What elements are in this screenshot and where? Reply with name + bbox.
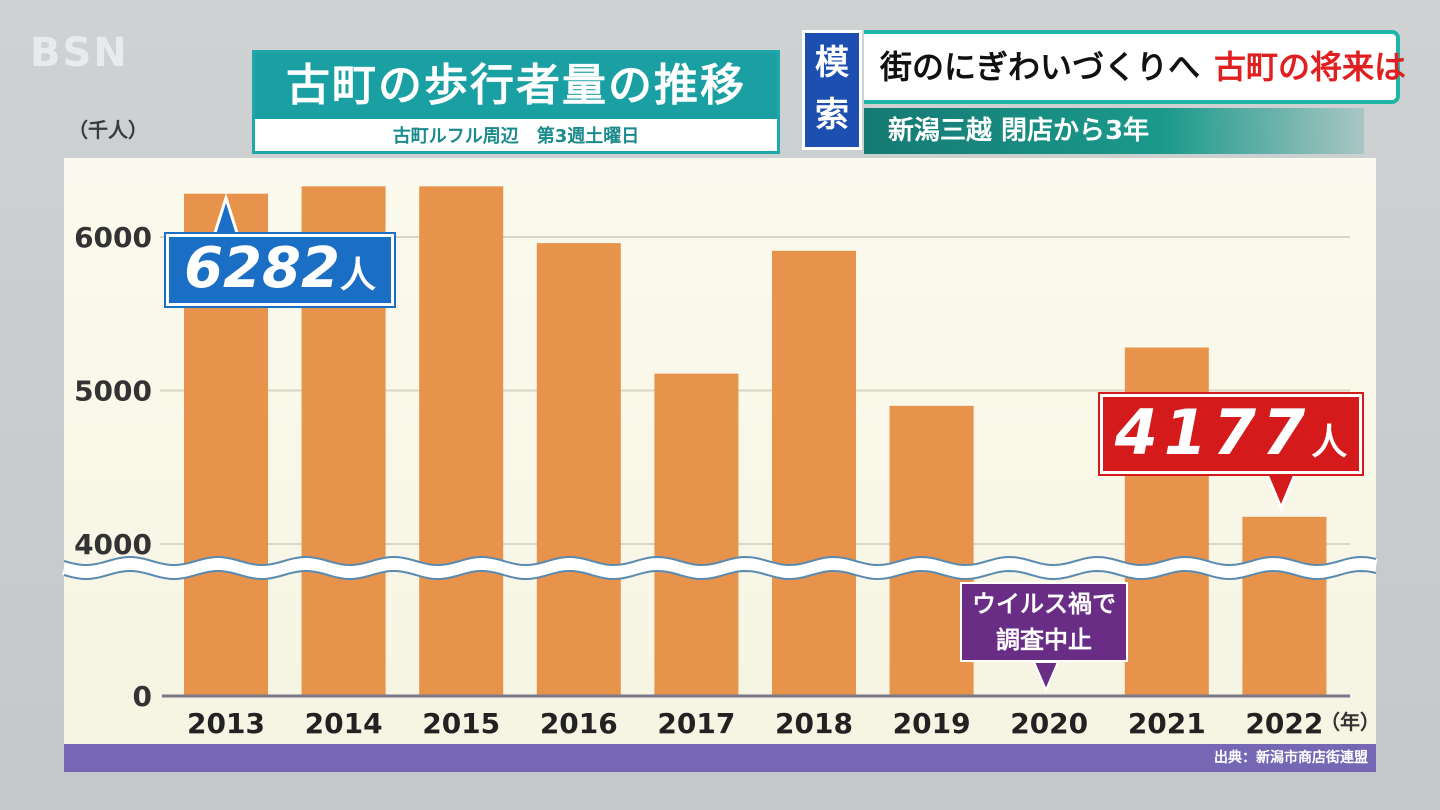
y-tick-label-6000: 6000 bbox=[74, 221, 152, 254]
source-text: 出典：新潟市商店街連盟 bbox=[1214, 750, 1368, 766]
x-tick-label-2016: 2016 bbox=[540, 707, 618, 740]
bar-2022 bbox=[1242, 516, 1327, 696]
x-tick-label-2020: 2020 bbox=[1010, 707, 1088, 740]
callout-2013-value: 6282人 bbox=[166, 234, 394, 306]
callout-2013-number: 6282 bbox=[184, 236, 340, 301]
channel-logo: BSN bbox=[30, 30, 129, 76]
callout-2013-suffix: 人 bbox=[339, 255, 376, 296]
axis-break-band bbox=[62, 556, 1378, 580]
callout-2020-note: ウイルス禍で 調査中止 bbox=[960, 582, 1128, 662]
x-axis-unit-label: （年） bbox=[1320, 710, 1380, 734]
callout-2020-line1: ウイルス禍で bbox=[972, 590, 1116, 618]
callout-2022-number: 4177 bbox=[1114, 396, 1312, 469]
banner-subline: 新潟三越 閉店から3年 bbox=[864, 108, 1364, 154]
x-tick-label-2014: 2014 bbox=[305, 707, 383, 740]
x-tick-label-2018: 2018 bbox=[775, 707, 853, 740]
y-axis-unit-label: （千人） bbox=[68, 118, 148, 142]
callout-2020-line2: 調査中止 bbox=[996, 626, 1092, 654]
callout-2020-pointer bbox=[1032, 661, 1060, 693]
x-tick-label-2019: 2019 bbox=[893, 707, 971, 740]
chart-subtitle: 古町ルフル周辺 第3週土曜日 bbox=[392, 126, 640, 147]
x-tick-label-2021: 2021 bbox=[1128, 707, 1206, 740]
banner-headline: 街のにぎわいづくりへ 古町の将来は bbox=[864, 30, 1406, 104]
y-tick-label-0: 0 bbox=[133, 680, 152, 713]
x-tick-label-2013: 2013 bbox=[187, 707, 265, 740]
x-tick-label-2017: 2017 bbox=[657, 707, 735, 740]
x-tick-label-2015: 2015 bbox=[422, 707, 500, 740]
bar-2017 bbox=[654, 373, 739, 696]
callout-2022-value: 4177人 bbox=[1100, 394, 1362, 474]
callout-2022-pointer bbox=[1263, 470, 1299, 512]
news-banner: 模索 街のにぎわいづくりへ 古町の将来は 新潟三越 閉店から3年 bbox=[802, 30, 1406, 154]
callout-2022-suffix: 人 bbox=[1311, 422, 1348, 463]
source-bar: 出典：新潟市商店街連盟 bbox=[64, 744, 1376, 772]
y-tick-label-5000: 5000 bbox=[74, 375, 152, 408]
axis-break-line-bottom bbox=[63, 569, 1377, 581]
y-tick-label-4000: 4000 bbox=[74, 528, 152, 561]
chart-title: 古町の歩行者量の推移 bbox=[255, 53, 777, 119]
banner-tag: 模索 bbox=[802, 30, 862, 150]
axis-break-line-top bbox=[63, 555, 1377, 567]
bar-2018 bbox=[772, 250, 856, 696]
x-tick-label-2022: 2022 bbox=[1245, 707, 1323, 740]
banner-tag-text: 模索 bbox=[815, 43, 849, 135]
bar-2015 bbox=[419, 186, 504, 696]
banner-headline-red: 古町の将来は bbox=[1214, 48, 1407, 86]
bar-2019 bbox=[889, 405, 974, 696]
chart-title-box: 古町の歩行者量の推移 古町ルフル周辺 第3週土曜日 bbox=[252, 50, 780, 154]
bar-2016 bbox=[536, 243, 621, 696]
banner-headline-dark: 街のにぎわいづくりへ bbox=[880, 48, 1201, 86]
